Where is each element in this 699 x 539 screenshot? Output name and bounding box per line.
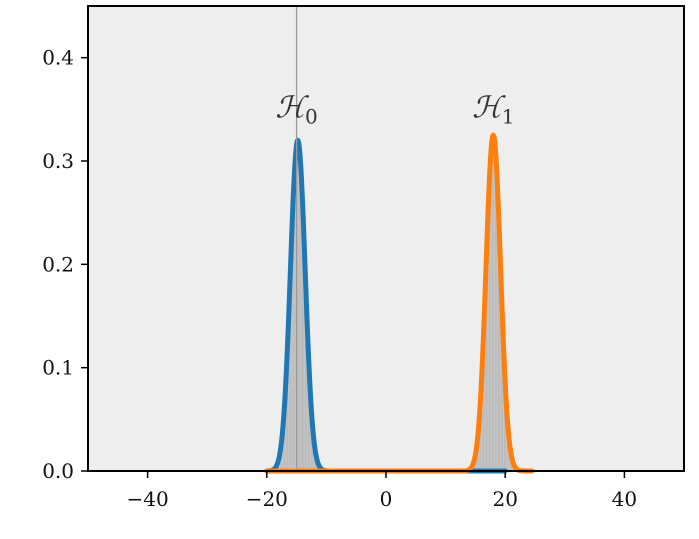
histogram-bar	[490, 147, 493, 472]
annotation-h1: ℋ1	[472, 90, 514, 128]
y-tick-label: 0.0	[42, 459, 74, 483]
x-tick-label: 40	[612, 487, 637, 511]
histogram-bar	[493, 146, 496, 472]
histogram-bar	[297, 148, 300, 472]
annotation-h0: ℋ0	[275, 90, 317, 128]
x-tick-label: −20	[246, 487, 288, 511]
y-tick-label: 0.3	[42, 149, 74, 173]
plot-area	[88, 6, 684, 471]
x-tick-label: 0	[380, 487, 393, 511]
histogram-bar	[492, 140, 495, 472]
y-tick-label: 0.1	[42, 356, 74, 380]
x-tick-label: 20	[492, 487, 517, 511]
y-tick-label: 0.4	[42, 46, 74, 70]
x-tick-label: −40	[126, 487, 168, 511]
y-tick-label: 0.2	[42, 252, 74, 276]
